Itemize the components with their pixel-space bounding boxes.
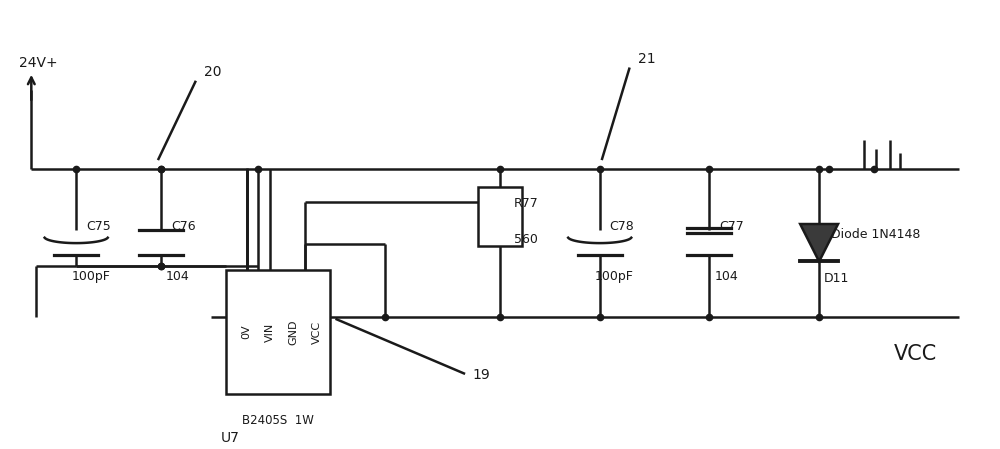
Text: 0V: 0V: [242, 325, 252, 339]
Text: 104: 104: [166, 270, 190, 283]
Text: VCC: VCC: [894, 344, 937, 364]
Text: 20: 20: [204, 66, 221, 79]
Polygon shape: [800, 224, 838, 261]
Bar: [478, 186, 522, 246]
Text: 560: 560: [514, 233, 538, 246]
Text: 104: 104: [714, 270, 738, 283]
Text: U7: U7: [221, 431, 240, 445]
Text: Diode 1N4148: Diode 1N4148: [831, 229, 920, 242]
Text: 100pF: 100pF: [71, 270, 110, 283]
Text: C76: C76: [171, 220, 196, 233]
Text: GND: GND: [288, 319, 298, 345]
Text: D11: D11: [824, 273, 849, 286]
Text: VCC: VCC: [312, 321, 322, 343]
Text: C78: C78: [610, 220, 634, 233]
Text: C75: C75: [86, 220, 111, 233]
Text: 19: 19: [472, 368, 490, 382]
Text: 100pF: 100pF: [595, 270, 634, 283]
Text: VIN: VIN: [265, 322, 275, 342]
Text: B2405S  1W: B2405S 1W: [242, 414, 314, 427]
Text: 21: 21: [638, 52, 655, 66]
Text: R77: R77: [514, 198, 539, 211]
Text: 24V+: 24V+: [19, 56, 58, 70]
Bar: [226, 270, 330, 394]
Text: C77: C77: [719, 220, 744, 233]
